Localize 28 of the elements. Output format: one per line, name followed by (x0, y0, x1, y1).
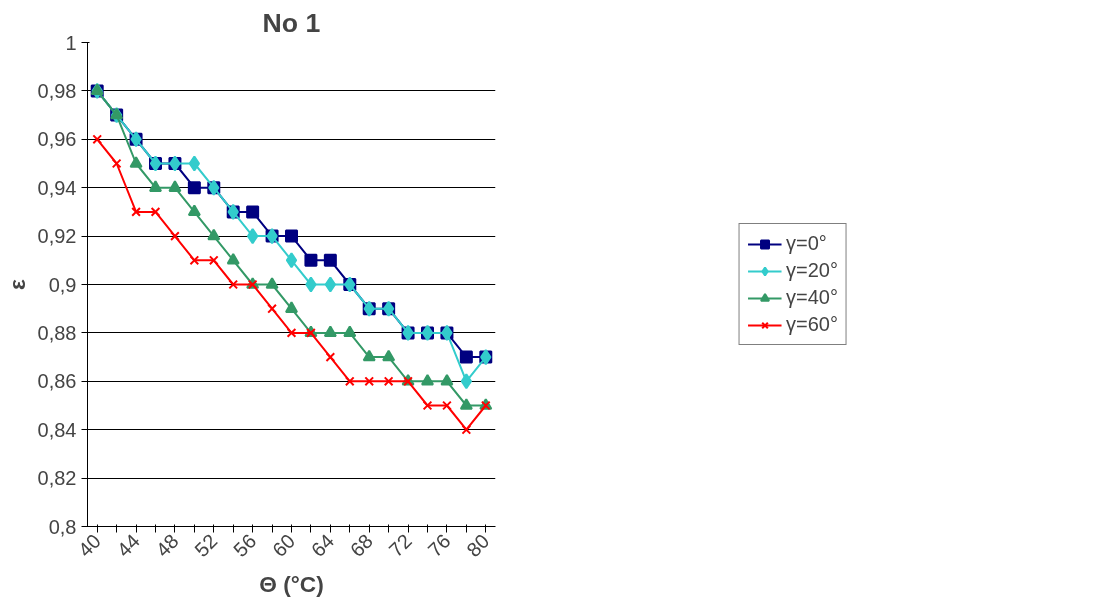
x-tick-label: 76 (423, 529, 455, 562)
x-tick-label: 48 (151, 529, 183, 562)
x-tick-label: 68 (345, 529, 377, 562)
legend-label: γ=20° (786, 259, 838, 282)
x-tick-label: 60 (267, 529, 300, 562)
y-tick-label: 0,84 (37, 418, 77, 441)
y-tick-label: 0,94 (37, 176, 77, 199)
x-tick-label: 56 (229, 529, 261, 562)
y-tick-label: 0,88 (37, 321, 77, 344)
x-tick-label: 52 (190, 529, 222, 562)
x-axis-title: Θ (°C) (259, 571, 324, 598)
legend-label: γ=0° (786, 232, 827, 255)
legend-label: γ=40° (786, 286, 838, 309)
x-tick-label: 72 (384, 529, 416, 562)
y-tick-label: 0,96 (37, 128, 77, 151)
y-tick-label: 0,9 (48, 273, 77, 296)
y-tick-label: 0,86 (37, 370, 77, 393)
y-tick-label: 1 (65, 31, 77, 54)
y-axis-title: ε (3, 278, 30, 290)
x-tick-label: 80 (462, 529, 494, 562)
chart-title: No 1 (262, 7, 321, 38)
y-tick-label: 0,98 (37, 79, 77, 102)
y-tick-label: 0,82 (37, 467, 77, 490)
legend-label: γ=60° (786, 313, 838, 336)
x-tick-label: 44 (112, 529, 144, 562)
x-tick-label: 64 (306, 529, 339, 562)
y-tick-label: 0,92 (37, 225, 77, 248)
y-tick-label: 0,8 (48, 515, 77, 538)
